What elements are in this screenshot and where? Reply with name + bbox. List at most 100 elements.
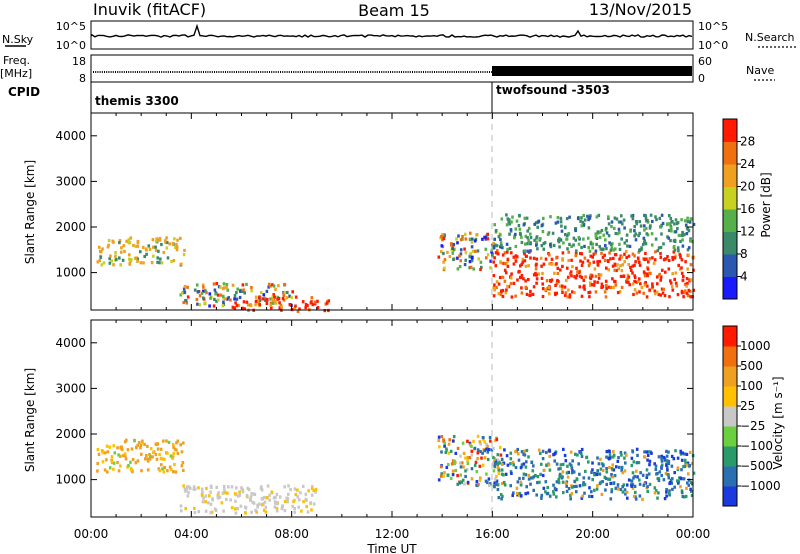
heat-cell — [125, 239, 128, 243]
heat-cell — [509, 228, 513, 232]
heat-cell — [196, 290, 200, 294]
heat-cell — [639, 224, 643, 228]
heat-cell — [599, 467, 603, 471]
heat-cell — [503, 262, 507, 266]
heat-cell — [231, 283, 235, 287]
station-title: Inuvik (fitACF) — [93, 0, 206, 19]
heat-cell — [682, 465, 685, 469]
heat-cell — [502, 261, 505, 265]
heat-cell — [283, 509, 287, 513]
heat-cell — [578, 472, 581, 476]
heat-cell — [520, 494, 523, 498]
heat-cell — [515, 255, 519, 259]
heat-cell — [310, 300, 313, 304]
heat-cell — [470, 449, 474, 453]
heat-cell — [294, 295, 298, 299]
heat-cell — [304, 492, 308, 496]
heat-cell — [671, 487, 674, 491]
heat-cell — [477, 482, 480, 487]
heat-cell — [522, 476, 525, 480]
heat-cell — [501, 253, 505, 257]
heat-cell — [684, 461, 687, 465]
heat-cell — [219, 293, 223, 297]
heat-cell — [564, 459, 568, 463]
heat-cell — [492, 245, 496, 249]
heat-cell — [250, 286, 253, 290]
time-x-axis: 00:00 04:00 08:00 12:00 16:00 20:00 00:00 — [74, 527, 711, 541]
heat-cell — [561, 284, 564, 288]
heat-cell — [600, 228, 604, 233]
heat-cell — [496, 461, 500, 465]
heat-cell — [496, 249, 499, 253]
heat-cell — [439, 474, 443, 478]
heat-cell — [445, 465, 449, 469]
heat-cell — [544, 490, 547, 494]
heat-cell — [646, 267, 650, 271]
heat-cell — [676, 466, 680, 470]
heat-cell — [614, 231, 618, 236]
heat-cell — [509, 470, 513, 474]
heat-cell — [553, 452, 556, 456]
heat-cell — [499, 233, 502, 237]
heat-cell — [561, 290, 564, 294]
heat-cell — [573, 291, 576, 295]
nsky-trace — [90, 23, 693, 38]
heat-cell — [633, 288, 637, 292]
heat-cell — [179, 293, 183, 297]
heat-cell — [555, 462, 559, 466]
colorbar-segment — [723, 346, 737, 367]
heat-cell — [209, 490, 212, 494]
heat-cell — [685, 452, 689, 456]
heat-cell — [99, 255, 103, 259]
heat-cell — [476, 434, 480, 438]
heat-cell — [648, 224, 652, 228]
heat-cell — [493, 288, 496, 292]
heat-cell — [464, 469, 467, 473]
heat-cell — [238, 490, 241, 494]
heat-cell — [660, 463, 664, 467]
heat-cell — [168, 242, 171, 246]
heat-cell — [684, 494, 688, 498]
heat-cell — [615, 465, 618, 469]
heat-cell — [613, 279, 616, 283]
heat-cell — [635, 447, 639, 451]
heat-cell — [525, 292, 529, 296]
heat-cell — [667, 228, 671, 233]
heat-cell — [108, 257, 111, 261]
heat-cell — [446, 473, 450, 477]
heat-cell — [561, 264, 564, 268]
heat-cell — [222, 286, 226, 290]
heat-cell — [616, 232, 620, 236]
heat-cell — [120, 445, 123, 449]
heat-cell — [135, 445, 138, 449]
heat-cell — [142, 245, 145, 249]
heat-cell — [654, 250, 657, 254]
heat-cell — [621, 471, 625, 475]
heat-cell — [307, 489, 310, 493]
heat-cell — [222, 509, 225, 513]
heat-cell — [661, 221, 665, 226]
heat-cell — [266, 496, 269, 500]
heat-cell — [439, 465, 443, 469]
heat-cell — [565, 489, 569, 493]
heat-cell — [223, 488, 226, 492]
heat-cell — [451, 459, 455, 463]
heat-cell — [651, 282, 654, 286]
heat-cell — [532, 475, 536, 479]
heat-cell — [304, 305, 307, 310]
heat-cell — [505, 262, 508, 266]
heat-cell — [252, 501, 256, 505]
heat-cell — [573, 479, 576, 483]
heat-cell — [584, 275, 587, 279]
heat-cell — [654, 237, 658, 241]
colorbar-tick-label: 500 — [740, 359, 763, 373]
heat-cell — [141, 439, 144, 443]
heat-cell — [602, 247, 605, 251]
heat-cell — [165, 240, 169, 245]
heat-cell — [275, 507, 279, 511]
heat-cell — [119, 263, 123, 267]
heat-cell — [125, 438, 128, 442]
heat-cell — [154, 453, 158, 457]
heat-cell — [680, 291, 684, 295]
heat-cell — [222, 296, 225, 301]
